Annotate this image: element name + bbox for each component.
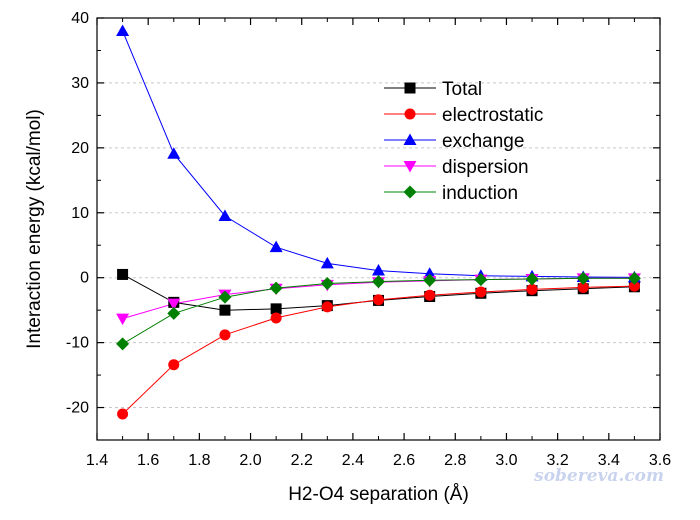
data-point-induction xyxy=(269,281,283,295)
y-axis-title: Interaction energy (kcal/mol) xyxy=(24,109,45,349)
tick-labels: -20 -10 0 10 20 30 40 1.4 1.6 1.8 2.0 2.2 2.4 2.6 2.8 3… xyxy=(66,10,671,469)
data-point-induction xyxy=(423,273,437,287)
legend-marker-dispersion xyxy=(403,161,417,173)
data-point-induction xyxy=(372,275,385,289)
legend-marker-induction xyxy=(403,185,417,199)
x-tick-label: 2.8 xyxy=(444,452,466,469)
plot-frame xyxy=(96,17,661,441)
data-point-dispersion xyxy=(116,313,130,326)
data-point-exchange xyxy=(423,267,437,279)
x-tick-label: 3.0 xyxy=(495,452,517,469)
legend-marker-electrostatic xyxy=(404,108,416,120)
data-point-electrostatic xyxy=(628,280,640,292)
series-line-exchange xyxy=(122,30,635,278)
legend-label-dispersion: dispersion xyxy=(442,157,529,178)
x-axis-title: H2-O4 separation (Å) xyxy=(288,484,469,505)
data-point-dispersion xyxy=(167,298,181,311)
y-tick-label: -20 xyxy=(66,400,89,417)
y-tick-label: 30 xyxy=(71,75,89,92)
data-point-electrostatic xyxy=(117,408,129,420)
x-tick-label: 1.6 xyxy=(137,452,159,469)
data-point-exchange xyxy=(167,147,181,159)
data-point-electrostatic xyxy=(168,359,180,371)
data-point-induction xyxy=(525,272,539,286)
y-tick-label: 10 xyxy=(71,205,89,222)
data-point-electrostatic xyxy=(219,329,231,341)
data-point-induction xyxy=(218,290,232,304)
data-point-induction xyxy=(116,337,130,351)
y-tick-label: 40 xyxy=(71,10,89,27)
legend-marker-total xyxy=(404,82,416,94)
data-point-electrostatic xyxy=(577,281,589,293)
data-point-total xyxy=(270,303,282,315)
legend-label-exchange: exchange xyxy=(442,131,524,152)
data-point-induction xyxy=(576,271,590,285)
data-point-electrostatic xyxy=(373,294,384,306)
y-tick-label: 0 xyxy=(80,270,89,287)
grid-lines xyxy=(97,17,660,409)
data-point-induction xyxy=(627,271,641,285)
x-tick-label: 1.4 xyxy=(86,452,108,469)
data-point-exchange xyxy=(218,209,232,222)
data-point-exchange xyxy=(269,240,283,253)
watermark: sobereva.com xyxy=(533,466,664,486)
data-point-induction xyxy=(167,306,181,320)
series-markers xyxy=(116,24,641,420)
x-tick-label: 2.2 xyxy=(291,452,313,469)
data-point-total xyxy=(117,268,129,280)
data-point-induction xyxy=(320,277,334,291)
data-point-induction xyxy=(474,273,488,287)
data-point-exchange xyxy=(372,264,385,276)
x-tick-label: 1.8 xyxy=(188,452,210,469)
data-point-electrostatic xyxy=(321,301,333,313)
series-lines xyxy=(122,30,635,415)
data-point-exchange xyxy=(116,24,130,36)
x-tick-label: 2.6 xyxy=(393,452,415,469)
data-point-electrostatic xyxy=(424,289,436,301)
axis-ticks xyxy=(96,17,661,441)
legend-label-total: Total xyxy=(442,79,482,100)
x-tick-label: 3.4 xyxy=(598,452,620,469)
data-point-total xyxy=(219,304,231,316)
x-tick-label: 3.2 xyxy=(547,452,569,469)
x-tick-label: 2.4 xyxy=(342,452,364,469)
data-point-electrostatic xyxy=(526,283,538,295)
data-point-electrostatic xyxy=(475,286,487,298)
y-tick-label: 20 xyxy=(71,140,89,157)
legend-label-induction: induction xyxy=(442,183,518,204)
x-tick-label: 3.6 xyxy=(649,452,671,469)
x-tick-label: 2.0 xyxy=(239,452,261,469)
legend-marker-exchange xyxy=(403,133,417,145)
data-point-exchange xyxy=(320,256,334,269)
legend-label-electrostatic: electrostatic xyxy=(442,105,543,126)
data-point-electrostatic xyxy=(270,312,282,324)
y-tick-label: -10 xyxy=(66,335,89,352)
legend: Total electrostatic exchange dispersion indu… xyxy=(384,79,543,204)
